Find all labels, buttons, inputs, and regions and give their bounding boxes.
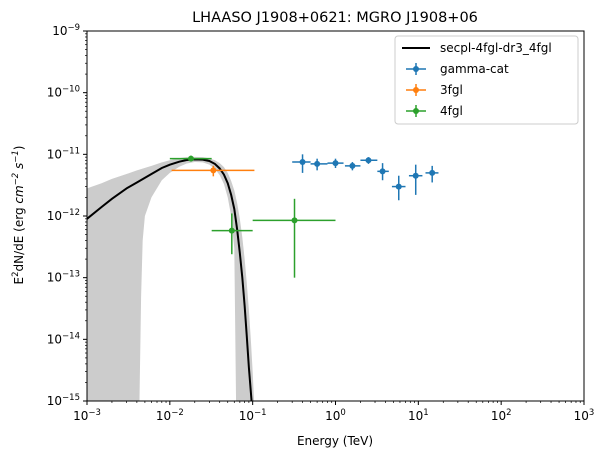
- legend-entry: gamma-cat: [406, 62, 509, 76]
- series-gamma-cat: [292, 154, 439, 201]
- legend-label: secpl-4fgl-dr3_4fgl: [440, 41, 552, 55]
- data-point: [314, 160, 321, 167]
- data-point: [429, 169, 436, 176]
- legend: secpl-4fgl-dr3_4fgl gamma-cat 3fgl 4fgl: [394, 35, 579, 125]
- plot-area: [87, 154, 439, 401]
- legend-marker-swatch: [413, 66, 419, 72]
- model-curve: [87, 158, 253, 401]
- data-point: [395, 183, 402, 190]
- data-point: [412, 172, 419, 179]
- legend-entry: 4fgl: [406, 104, 463, 118]
- data-point: [210, 167, 217, 174]
- model-error-band: [87, 156, 255, 401]
- data-point: [349, 162, 356, 169]
- data-point: [379, 168, 386, 175]
- legend-entry: secpl-4fgl-dr3_4fgl: [402, 41, 552, 55]
- legend-label: 4fgl: [440, 104, 463, 118]
- data-markers: [169, 154, 439, 278]
- legend-label: gamma-cat: [440, 62, 509, 76]
- data-point: [299, 159, 306, 166]
- legend-entry: 3fgl: [406, 83, 463, 97]
- legend-label: 3fgl: [440, 83, 463, 97]
- legend-marker-swatch: [413, 108, 419, 114]
- y-axis-label: E2dN/dE (erg cm−2 s−1): [11, 145, 26, 284]
- data-point: [187, 155, 194, 162]
- chart-title: LHAASO J1908+0621: MGRO J1908+06: [192, 10, 478, 26]
- data-point: [332, 160, 339, 167]
- x-axis-label: Energy (TeV): [297, 434, 373, 448]
- data-point: [291, 217, 298, 224]
- legend-box: [394, 35, 579, 125]
- legend-marker-swatch: [413, 87, 419, 93]
- series-4fgl: [169, 155, 336, 278]
- series-3fgl: [171, 165, 255, 177]
- data-point: [228, 227, 235, 234]
- data-point: [365, 157, 372, 164]
